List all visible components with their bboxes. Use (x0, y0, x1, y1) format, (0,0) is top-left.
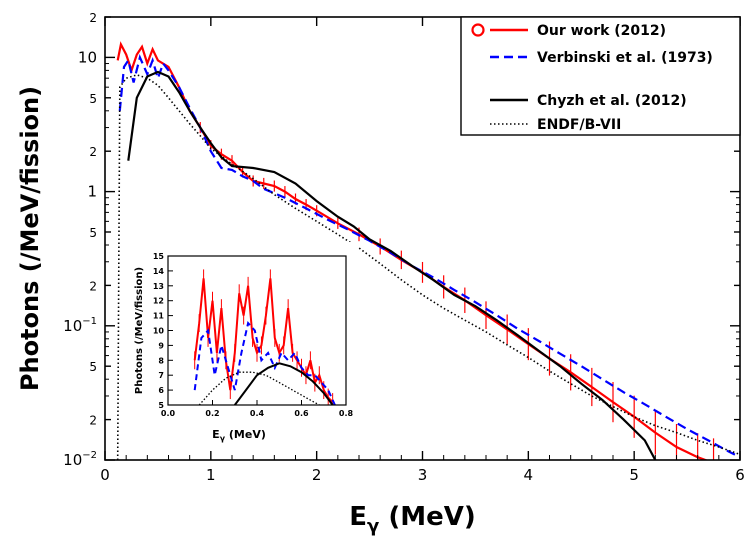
inset-series-group (193, 269, 336, 405)
legend-label-endf-b-vii: ENDF/B-VII (537, 117, 621, 133)
y-axis-label: Photons (/MeV/fission) (16, 86, 44, 391)
y-tick-base: 10 (63, 317, 82, 335)
inset-y-tick-label: 14 (153, 267, 165, 276)
series-line-our-work-2012 (116, 41, 709, 460)
x-axis-label-unit: (MeV) (379, 502, 475, 532)
inset-y-tick-label: 12 (153, 297, 164, 306)
legend-label-chyzh-et-al-2012: Chyzh et al. (2012) (537, 93, 687, 109)
inset-background (132, 242, 358, 444)
y-tick-label: 2 (89, 11, 97, 25)
y-tick-label: 10 (78, 48, 97, 66)
y-tick-label: 10−2 (63, 450, 97, 469)
legend-label-verbinski-et-al-1973: Verbinski et al. (1973) (537, 50, 713, 66)
series-line-endf-b-vii (116, 74, 740, 460)
y-tick-label: 10−1 (63, 316, 97, 335)
inset-series-line-chyzh-et-al-2012 (233, 362, 334, 405)
inset-y-tick-label: 5 (158, 401, 164, 410)
x-tick-label: 6 (735, 466, 745, 484)
inset-y-tick-label: 13 (153, 282, 164, 291)
x-axis-label-main: E (349, 502, 367, 532)
legend-box (460, 16, 741, 136)
legend-marker-circle (471, 23, 485, 37)
inset-x-label-unit: (MeV) (225, 428, 266, 441)
legend-label-our-work-2012: Our work (2012) (537, 23, 666, 39)
y-tick-label: 2 (89, 414, 97, 428)
inset-y-tick-label: 15 (153, 252, 165, 261)
y-tick-label: 5 (89, 226, 97, 240)
inset-x-label-sub: γ (220, 434, 226, 443)
inset-series-line-verbinski-et-al-1973 (193, 320, 336, 405)
inset-y-tick-label: 9 (158, 341, 164, 350)
inset-series-line-endf-b-vii (198, 371, 320, 405)
inset-x-label-main: E (212, 428, 220, 441)
inset-x-tick-label: 0.4 (250, 409, 265, 418)
series-line-chyzh-et-al-2012 (127, 70, 657, 460)
inset-y-tick-label: 7 (158, 371, 164, 380)
y-tick-label: 2 (89, 279, 97, 293)
y-tick-label: 5 (89, 360, 97, 374)
x-axis-label-sub: γ (367, 516, 379, 537)
inset-x-tick-label: 0.0 (161, 409, 176, 418)
y-tick-label: 1 (87, 183, 97, 201)
x-tick-label: 5 (629, 466, 639, 484)
y-tick-label: 2 (89, 145, 97, 159)
x-tick-label: 0 (100, 466, 110, 484)
main-series-group (116, 41, 740, 460)
inset-series-line-our-work-2012 (193, 278, 334, 403)
y-tick-exponent: −2 (82, 450, 97, 461)
inset-x-tick-label: 0.2 (205, 409, 219, 418)
inset-y-tick-label: 6 (158, 386, 164, 395)
legend: Our work (2012) Verbinski et al. (1973) Ch… (460, 16, 741, 136)
inset-x-tick-label: 0.6 (294, 409, 309, 418)
x-tick-label: 3 (418, 466, 428, 484)
main-plot (116, 41, 740, 460)
inset-x-tick-label: 0.8 (339, 409, 354, 418)
y-tick-label: 5 (89, 92, 97, 106)
inset-y-tick-label: 10 (153, 327, 165, 336)
x-tick-label: 2 (312, 466, 322, 484)
y-tick-exponent: −1 (82, 316, 97, 327)
x-tick-label: 1 (206, 466, 216, 484)
inset-y-tick-label: 8 (158, 356, 164, 365)
inset-x-axis-label: Eγ (MeV) (212, 428, 266, 443)
inset-y-axis-label: Photons (/MeV/fission) (134, 267, 145, 394)
series-line-verbinski-et-al-1973 (118, 54, 740, 459)
inset-y-tick-label: 11 (153, 312, 165, 321)
x-axis-label: Eγ (MeV) (349, 502, 475, 537)
y-tick-base: 10 (63, 451, 82, 469)
inset-plot: 0.0 0.2 0.4 0.6 0.8 5 6 7 8 9 10 11 12 13 14 15 Eγ (MeV)… (132, 242, 358, 444)
x-tick-label: 4 (524, 466, 534, 484)
